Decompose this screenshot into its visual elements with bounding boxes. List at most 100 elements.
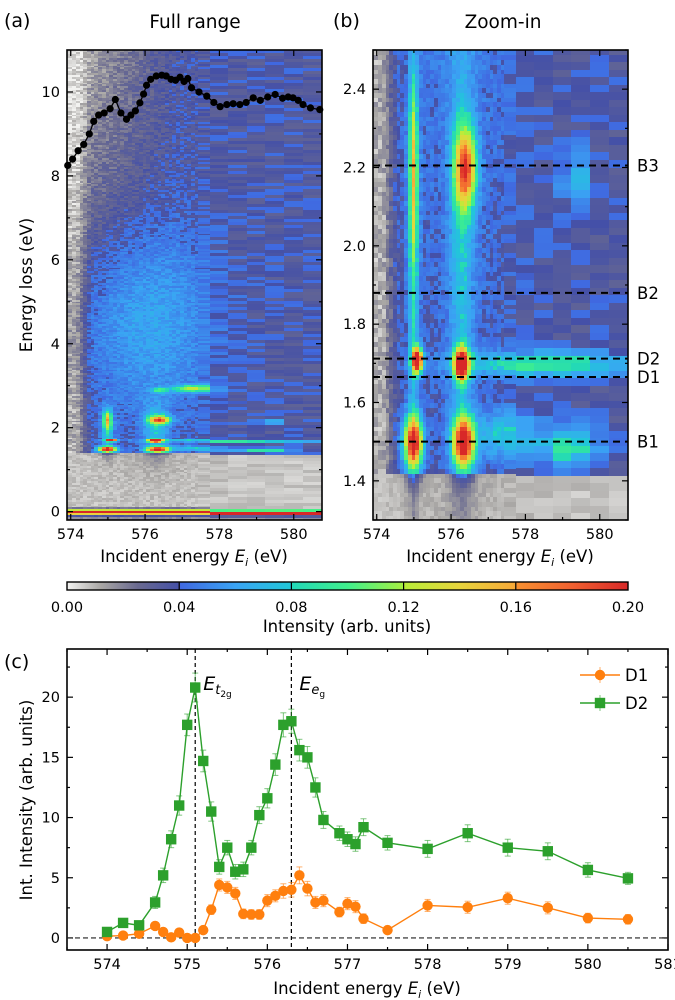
- xas-curve-point: [242, 98, 250, 107]
- xas-curve-point: [299, 100, 307, 109]
- data-point: [157, 926, 169, 938]
- panel-c: 574 575 576 577 578 579 580 581 0 5 10 15 20 Et2g Eeg D…: [42, 648, 675, 973]
- data-point: [254, 809, 265, 821]
- data-point: [238, 864, 249, 875]
- data-point: [173, 800, 185, 811]
- resonance-label: Et2g: [203, 673, 232, 700]
- data-point: [230, 888, 241, 899]
- y-tick-label: 2.2: [343, 161, 366, 177]
- panel-c-xlabel: Incident energy Ei (eV): [273, 979, 461, 1000]
- data-point: [182, 719, 193, 731]
- colorbar: 0.00 0.04 0.08 0.12 0.16 0.20: [51, 581, 644, 616]
- data-point: [133, 920, 145, 931]
- reference-label-d2: D2: [637, 350, 660, 369]
- data-point: [350, 838, 361, 850]
- resonance-label: Eeg: [299, 673, 325, 700]
- x-tick-label: 576: [253, 957, 281, 973]
- data-point: [133, 928, 145, 939]
- y-tick-label: 15: [42, 750, 60, 766]
- data-point: [246, 909, 257, 920]
- xas-curve-point: [90, 117, 98, 125]
- xas-curve-point: [316, 105, 324, 114]
- panel-label-b: (b): [333, 10, 360, 32]
- panel-a-title: Full range: [149, 12, 240, 33]
- x-tick-label: 578: [414, 957, 442, 973]
- xas-curve-point: [210, 98, 218, 107]
- y-tick-label: 4: [51, 337, 60, 353]
- data-point: [622, 914, 634, 925]
- x-tick-label: 580: [586, 527, 614, 543]
- data-point: [214, 861, 225, 873]
- xas-curve-point: [80, 140, 88, 149]
- series-d2: [101, 672, 634, 938]
- data-point: [318, 895, 329, 906]
- xas-curve-point: [68, 155, 77, 163]
- colorbar-frame: [66, 581, 629, 591]
- xas-curve-point: [195, 88, 203, 96]
- data-point: [462, 902, 473, 913]
- reference-label-d1: D1: [637, 368, 660, 387]
- xas-curve-point: [131, 107, 139, 115]
- xas-curve-point: [203, 92, 211, 100]
- xas-curve-point: [152, 72, 160, 80]
- y-tick-label: 1.6: [343, 396, 366, 412]
- data-point: [206, 806, 217, 817]
- data-point: [254, 909, 265, 920]
- data-point: [278, 719, 289, 731]
- y-tick-label: 0: [51, 505, 60, 521]
- data-point: [310, 782, 321, 793]
- reference-label-b2: B2: [637, 284, 659, 303]
- data-point: [101, 926, 113, 938]
- data-point: [198, 755, 209, 767]
- xas-curve-point: [249, 94, 257, 102]
- xas-curve-point: [117, 109, 125, 117]
- x-tick-label: 577: [334, 957, 362, 973]
- x-tick-label: 574: [57, 527, 85, 543]
- xas-curve-point: [229, 100, 237, 108]
- data-point: [286, 884, 297, 895]
- legend-marker: [594, 669, 606, 681]
- data-point: [190, 932, 201, 944]
- x-tick-label: 576: [131, 527, 159, 543]
- colorbar-tick-label: 0.08: [275, 600, 307, 616]
- xas-curve-point: [74, 147, 82, 155]
- y-tick-label: 5: [51, 871, 60, 887]
- data-point: [318, 814, 329, 826]
- legend-item-d1: D1: [580, 666, 648, 685]
- data-point: [165, 834, 177, 845]
- panel-a-xlabel: Incident energy Ei (eV): [100, 547, 288, 569]
- xas-curve-point: [142, 81, 151, 89]
- y-tick-label: 2.4: [343, 82, 366, 98]
- heatmap-full-range: [67, 50, 322, 520]
- x-tick-label: 579: [494, 957, 522, 973]
- series-d1: [101, 866, 634, 944]
- xas-curve-point: [264, 93, 272, 101]
- xas-curve-point: [136, 99, 144, 107]
- data-point: [238, 908, 249, 920]
- colorbar-tick-label: 0.00: [51, 600, 83, 616]
- xas-curve-point: [94, 111, 103, 119]
- x-tick-label: 580: [574, 957, 602, 973]
- data-point: [462, 828, 473, 839]
- x-tick-label: 580: [280, 527, 308, 543]
- data-point: [302, 752, 313, 763]
- plot-frame: [66, 49, 323, 521]
- data-point: [582, 864, 594, 876]
- panel-a-ylabel: Energy loss (eV): [17, 218, 36, 352]
- panel-c-ylabel: Int. Intensity (arb. units): [17, 700, 36, 901]
- data-point: [157, 870, 169, 881]
- y-tick-label: 10: [42, 811, 60, 827]
- data-point: [542, 846, 553, 857]
- data-point: [358, 821, 369, 833]
- colorbar-tick-label: 0.20: [612, 600, 644, 616]
- y-tick-label: 6: [51, 253, 60, 269]
- reference-label-b3: B3: [637, 157, 659, 176]
- data-point: [173, 927, 185, 938]
- data-point: [278, 885, 289, 897]
- y-tick-label: 20: [42, 690, 60, 706]
- data-point: [149, 920, 161, 932]
- xas-curve-point: [216, 103, 224, 111]
